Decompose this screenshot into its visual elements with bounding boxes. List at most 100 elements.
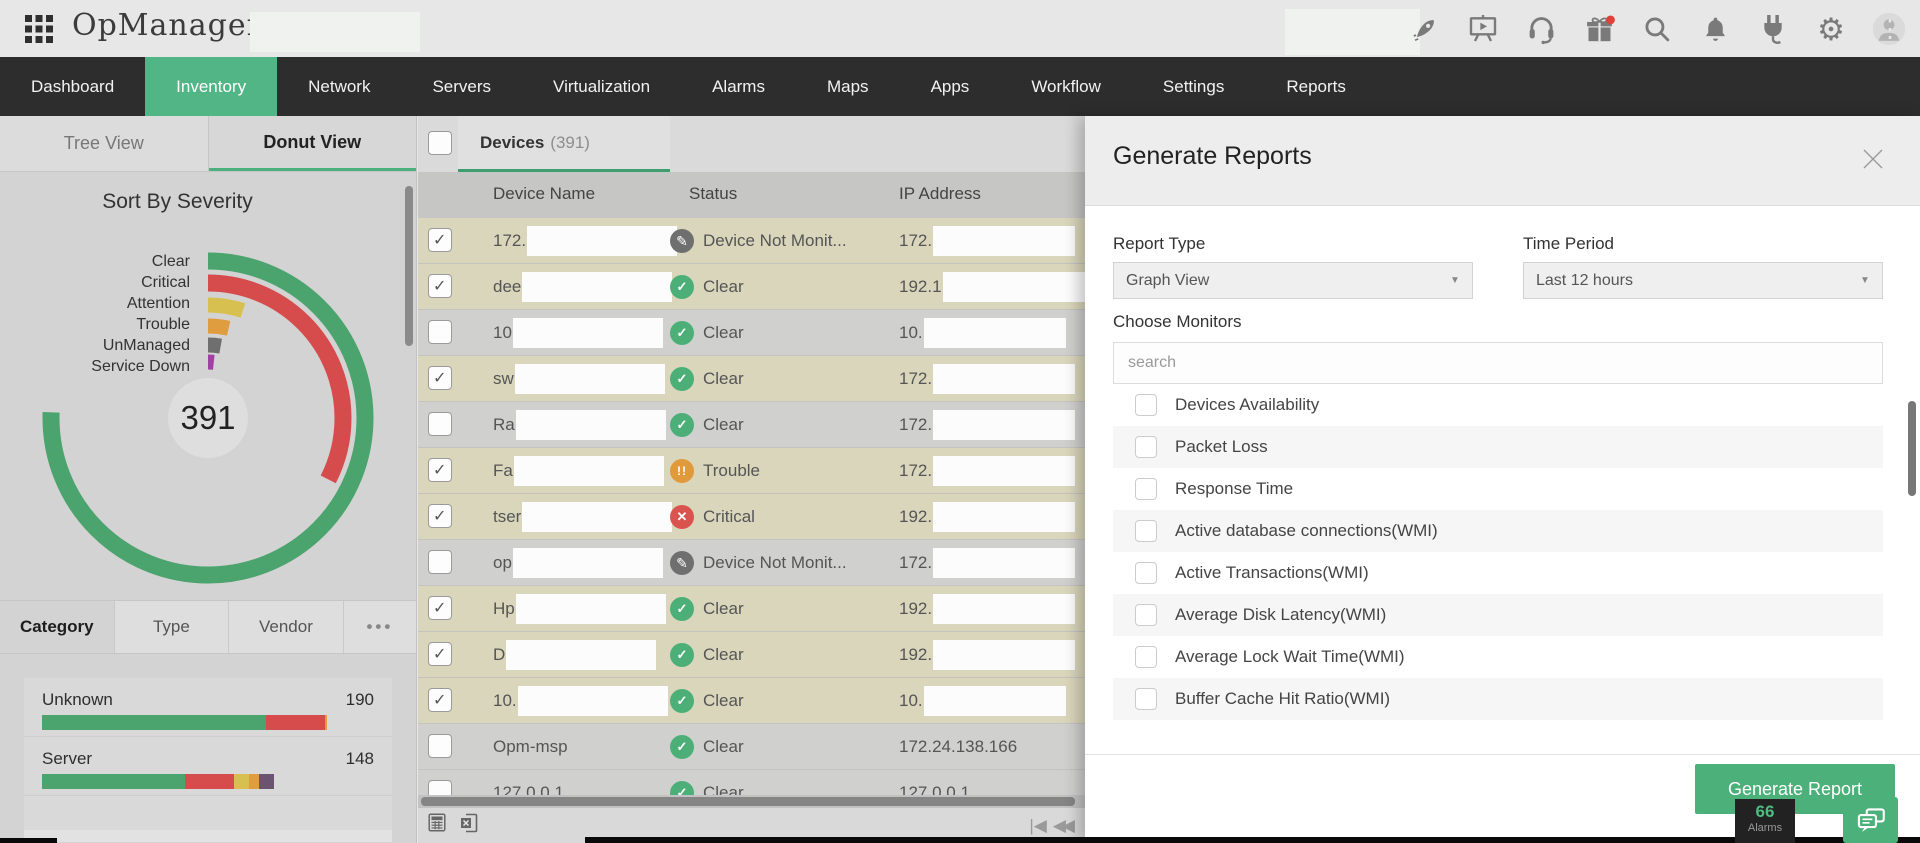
nav-item-reports[interactable]: Reports	[1286, 76, 1346, 96]
monitor-item[interactable]: Buffer Cache Hit Ratio(WMI)	[1113, 678, 1883, 720]
tab-type[interactable]: Type	[115, 601, 230, 653]
monitor-checkbox[interactable]	[1135, 646, 1157, 668]
export-excel-icon[interactable]	[458, 811, 482, 840]
row-checkbox[interactable]	[428, 688, 452, 712]
nav-item-virtualization[interactable]: Virtualization	[553, 76, 651, 96]
table-view-icon[interactable]	[426, 811, 448, 840]
tab-more-dots[interactable]: •••	[366, 617, 394, 636]
monitor-checkbox[interactable]	[1135, 394, 1157, 416]
select-all-checkbox[interactable]	[428, 131, 452, 155]
monitor-checkbox[interactable]	[1135, 436, 1157, 458]
search-icon[interactable]	[1640, 9, 1674, 49]
category-bar-row[interactable]: Server 148	[24, 737, 392, 796]
monitor-label: Buffer Cache Hit Ratio(WMI)	[1175, 689, 1391, 708]
tab-tree-view[interactable]: Tree View	[0, 116, 209, 171]
nav-item-dashboard[interactable]: Dashboard	[31, 76, 115, 96]
getting-started-rocket-icon[interactable]	[1408, 9, 1442, 49]
training-presentation-icon[interactable]	[1466, 9, 1500, 49]
monitor-list-scrollbar[interactable]	[1908, 401, 1916, 496]
table-row[interactable]: tser Critical 192.	[418, 494, 1085, 540]
close-icon[interactable]	[1858, 144, 1888, 174]
table-row[interactable]: D Clear 192.	[418, 632, 1085, 678]
table-row[interactable]: Fa Trouble 172.	[418, 448, 1085, 494]
row-checkbox[interactable]	[428, 366, 452, 390]
tab-vendor[interactable]: Vendor	[229, 601, 344, 653]
nav-overflow-kebab-icon[interactable]: ⋮	[1878, 16, 1902, 43]
monitor-item[interactable]: Active database connections(WMI)	[1113, 510, 1883, 552]
left-panel-scrollbar[interactable]	[405, 186, 413, 346]
table-row[interactable]: 172. Device Not Monit... 172.	[418, 218, 1085, 264]
monitor-checkbox[interactable]	[1135, 562, 1157, 584]
monitor-item[interactable]: Average Lock Wait Time(WMI)	[1113, 636, 1883, 678]
row-checkbox[interactable]	[428, 412, 452, 436]
row-checkbox[interactable]	[428, 228, 452, 252]
row-checkbox[interactable]	[428, 596, 452, 620]
table-row[interactable]: Opm-msp Clear 172.24.138.166	[418, 724, 1085, 770]
notifications-bell-icon[interactable]	[1698, 9, 1732, 49]
first-page-icon[interactable]: |◀	[1029, 815, 1047, 835]
row-checkbox[interactable]	[428, 642, 452, 666]
addons-plug-icon[interactable]	[1756, 9, 1790, 49]
monitor-checkbox[interactable]	[1135, 688, 1157, 710]
table-row[interactable]: Ra Clear 172.	[418, 402, 1085, 448]
monitor-search-input[interactable]	[1113, 342, 1883, 384]
prev-page-icon[interactable]: ◀◀	[1052, 815, 1075, 835]
nav-item-maps[interactable]: Maps	[826, 76, 869, 96]
row-checkbox[interactable]	[428, 320, 452, 344]
monitor-checkbox[interactable]	[1135, 520, 1157, 542]
chat-support-button[interactable]	[1843, 797, 1898, 843]
alarms-badge[interactable]: 66 Alarms	[1735, 799, 1795, 843]
nav-item-workflow[interactable]: Workflow	[1031, 76, 1101, 96]
monitor-item[interactable]: Average Disk Latency(WMI)	[1113, 594, 1883, 636]
nav-item-network[interactable]: Network	[308, 76, 371, 96]
table-row[interactable]: 127.0.0.1 Clear 127.0.0.1	[418, 770, 1085, 795]
donut-segment-attention[interactable]	[87, 297, 329, 539]
tab-devices[interactable]: Devices (391)	[458, 116, 670, 172]
horizontal-scrollbar[interactable]	[418, 795, 1085, 808]
time-period-select[interactable]: Last 12 hours ▼	[1523, 262, 1883, 299]
monitor-item[interactable]: Packet Loss	[1113, 426, 1883, 468]
tab-donut-view[interactable]: Donut View	[208, 116, 416, 171]
table-row[interactable]: op Device Not Monit... 172.	[418, 540, 1085, 586]
device-total-badge[interactable]: 391	[168, 378, 248, 458]
table-row[interactable]: sw Clear 172.	[418, 356, 1085, 402]
donut-segment-unmanaged[interactable]	[127, 337, 289, 499]
monitor-checkbox[interactable]	[1135, 604, 1157, 626]
monitor-item[interactable]: Active Transactions(WMI)	[1113, 552, 1883, 594]
whats-new-gift-icon[interactable]	[1582, 9, 1616, 49]
row-checkbox[interactable]	[428, 274, 452, 298]
support-headset-icon[interactable]	[1524, 9, 1558, 49]
donut-segment-service-down[interactable]	[144, 354, 272, 482]
horizontal-scrollbar-thumb[interactable]	[421, 797, 1075, 806]
donut-segment-trouble[interactable]	[108, 318, 308, 518]
donut-segment-critical[interactable]	[64, 274, 352, 562]
table-row[interactable]: 10. Clear 10.	[418, 678, 1085, 724]
tab-category[interactable]: Category	[0, 601, 115, 653]
nav-item-servers[interactable]: Servers	[432, 76, 492, 96]
category-bar-row[interactable]: Unknown 190	[24, 678, 392, 737]
col-device-name[interactable]: Device Name	[493, 184, 596, 203]
row-checkbox[interactable]	[428, 550, 452, 574]
donut-segment-clear[interactable]	[42, 252, 374, 584]
nav-item-settings[interactable]: Settings	[1162, 76, 1225, 96]
monitor-checkbox[interactable]	[1135, 478, 1157, 500]
severity-donut-chart[interactable]	[0, 172, 417, 672]
apps-grid-icon[interactable]	[24, 14, 54, 44]
col-ip-address[interactable]: IP Address	[899, 184, 981, 203]
monitor-item[interactable]: Devices Availability	[1113, 384, 1883, 426]
user-avatar[interactable]	[1872, 9, 1906, 49]
row-checkbox[interactable]	[428, 458, 452, 482]
monitor-item[interactable]: Response Time	[1113, 468, 1883, 510]
settings-gear-icon[interactable]: ⚙	[1817, 11, 1845, 47]
row-checkbox[interactable]	[428, 734, 452, 758]
table-row[interactable]: dee Clear 192.1	[418, 264, 1085, 310]
table-row[interactable]: 10 Clear 10.	[418, 310, 1085, 356]
col-status[interactable]: Status	[689, 184, 738, 203]
table-row[interactable]: Hp Clear 192.	[418, 586, 1085, 632]
nav-item-apps[interactable]: Apps	[930, 76, 970, 96]
row-checkbox[interactable]	[428, 780, 452, 795]
row-checkbox[interactable]	[428, 504, 452, 528]
report-type-select[interactable]: Graph View ▼	[1113, 262, 1473, 299]
nav-item-alarms[interactable]: Alarms	[712, 76, 765, 96]
nav-item-inventory[interactable]: Inventory	[145, 57, 278, 116]
